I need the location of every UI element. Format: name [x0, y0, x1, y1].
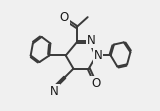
Text: O: O	[91, 77, 100, 90]
Text: O: O	[60, 11, 69, 24]
Text: N: N	[50, 85, 59, 98]
Text: N: N	[94, 49, 102, 62]
Text: N: N	[87, 34, 95, 47]
